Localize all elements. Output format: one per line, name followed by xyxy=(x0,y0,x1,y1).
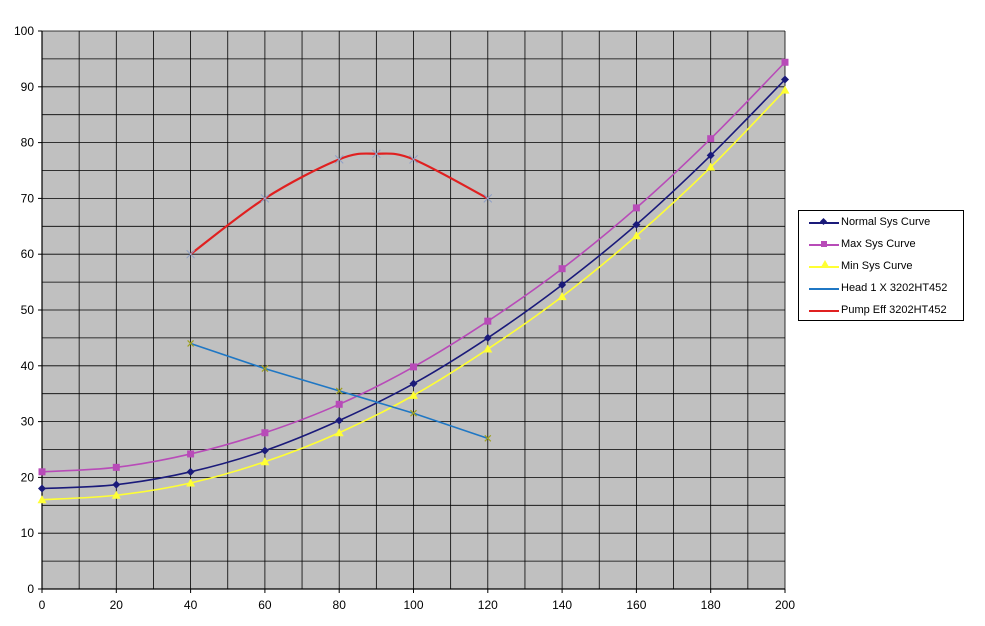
y-tick-label: 20 xyxy=(21,470,35,484)
data-point-normal-sys-curve xyxy=(409,379,418,388)
y-tick-label: 0 xyxy=(27,582,34,596)
tick-labels: 0 20 40 60 80 100 120 140 160 180 200 0 10 20 30 40 50 60… xyxy=(14,24,795,612)
x-tick-label: 200 xyxy=(775,598,795,612)
legend-item-pump-eff-3202ht452: Pump Eff 3202HT452 xyxy=(799,300,963,322)
data-point-max-sys-curve xyxy=(261,429,269,437)
series-line-max-sys-curve xyxy=(41,61,786,473)
data-point-head-1-x-3202ht452 xyxy=(187,340,195,347)
legend-label: Pump Eff 3202HT452 xyxy=(841,304,947,316)
data-point-normal-sys-curve xyxy=(186,467,195,476)
y-tick-label: 90 xyxy=(21,80,35,94)
data-point-normal-sys-curve xyxy=(38,484,46,493)
series-pump-eff-3202ht452 xyxy=(186,149,493,259)
data-point-min-sys-curve xyxy=(780,85,790,94)
data-point-head-1-x-3202ht452 xyxy=(335,387,343,395)
data-point-min-sys-curve xyxy=(706,162,716,171)
legend-marker xyxy=(821,241,827,247)
data-point-max-sys-curve xyxy=(781,58,789,66)
data-point-normal-sys-curve xyxy=(706,151,715,160)
data-point-min-sys-curve xyxy=(631,231,641,240)
data-point-max-sys-curve xyxy=(484,317,492,325)
gridlines xyxy=(41,30,786,590)
data-point-min-sys-curve xyxy=(111,490,121,499)
data-point-normal-sys-curve xyxy=(112,480,121,489)
series-line-normal-sys-curve xyxy=(41,78,786,490)
legend-label: Max Sys Curve xyxy=(841,238,916,250)
series-min-sys-curve xyxy=(37,85,790,504)
data-point-min-sys-curve xyxy=(37,495,47,504)
series-normal-sys-curve xyxy=(38,75,789,493)
data-point-min-sys-curve xyxy=(260,457,270,466)
y-tick-label: 60 xyxy=(21,247,35,261)
y-tick-label: 80 xyxy=(21,136,35,150)
data-point-head-1-x-3202ht452 xyxy=(261,365,269,373)
data-point-normal-sys-curve xyxy=(632,220,641,229)
x-tick-label: 60 xyxy=(258,598,272,612)
legend-item-head-1-x-3202ht452: Head 1 X 3202HT452 xyxy=(799,278,963,300)
data-point-max-sys-curve xyxy=(112,463,120,471)
data-point-pump-eff-3202ht452 xyxy=(483,194,493,203)
data-point-normal-sys-curve xyxy=(260,446,269,455)
legend-swatch xyxy=(809,288,839,290)
data-point-pump-eff-3202ht452 xyxy=(409,154,418,164)
legend-item-max-sys-curve: Max Sys Curve xyxy=(799,234,963,256)
data-point-min-sys-curve xyxy=(186,478,196,487)
y-tick-label: 30 xyxy=(21,415,35,429)
legend-swatch xyxy=(809,266,839,268)
data-point-min-sys-curve xyxy=(557,292,567,301)
series-line-pump-eff-3202ht452 xyxy=(189,152,489,256)
data-point-head-1-x-3202ht452 xyxy=(484,434,492,442)
y-tick-label: 10 xyxy=(21,526,35,540)
legend-item-min-sys-curve: Min Sys Curve xyxy=(799,256,963,278)
legend-swatch xyxy=(809,310,839,312)
data-point-pump-eff-3202ht452 xyxy=(371,149,381,159)
y-tick-label: 100 xyxy=(14,24,34,38)
x-tick-label: 80 xyxy=(333,598,347,612)
x-tick-label: 20 xyxy=(110,598,124,612)
x-tick-label: 100 xyxy=(403,598,423,612)
data-point-min-sys-curve xyxy=(483,344,493,353)
data-point-min-sys-curve xyxy=(334,428,344,437)
data-point-normal-sys-curve xyxy=(483,333,492,342)
legend-label: Normal Sys Curve xyxy=(841,216,931,228)
x-tick-label: 160 xyxy=(626,598,646,612)
series-max-sys-curve xyxy=(38,58,789,476)
data-point-max-sys-curve xyxy=(187,450,195,458)
x-tick-label: 180 xyxy=(701,598,721,612)
legend-marker xyxy=(821,260,829,267)
series-line-min-sys-curve xyxy=(41,89,786,501)
x-tick-label: 120 xyxy=(478,598,498,612)
data-point-max-sys-curve xyxy=(707,135,715,143)
y-tick-label: 50 xyxy=(21,303,35,317)
legend: Normal Sys Curve Max Sys Curve Min Sys Cur… xyxy=(798,210,964,321)
legend-label: Min Sys Curve xyxy=(841,260,913,272)
x-tick-label: 0 xyxy=(39,598,46,612)
series-layer xyxy=(37,58,790,504)
x-tick-label: 140 xyxy=(552,598,572,612)
data-point-pump-eff-3202ht452 xyxy=(260,194,270,203)
data-point-max-sys-curve xyxy=(632,204,640,212)
legend-label: Head 1 X 3202HT452 xyxy=(841,282,948,294)
data-point-max-sys-curve xyxy=(410,363,417,371)
legend-item-normal-sys-curve: Normal Sys Curve xyxy=(799,212,963,234)
data-point-normal-sys-curve xyxy=(781,75,789,84)
series-head-1-x-3202ht452 xyxy=(187,340,492,442)
data-point-normal-sys-curve xyxy=(335,416,344,425)
data-point-max-sys-curve xyxy=(38,468,46,476)
data-point-head-1-x-3202ht452 xyxy=(410,409,417,417)
x-tick-label: 40 xyxy=(184,598,198,612)
y-tick-label: 40 xyxy=(21,359,35,373)
data-point-min-sys-curve xyxy=(409,390,418,399)
data-point-pump-eff-3202ht452 xyxy=(186,249,195,259)
data-point-normal-sys-curve xyxy=(558,280,567,289)
data-point-pump-eff-3202ht452 xyxy=(334,154,344,164)
y-tick-label: 70 xyxy=(21,191,35,205)
data-point-max-sys-curve xyxy=(335,400,343,408)
data-point-max-sys-curve xyxy=(558,265,566,273)
